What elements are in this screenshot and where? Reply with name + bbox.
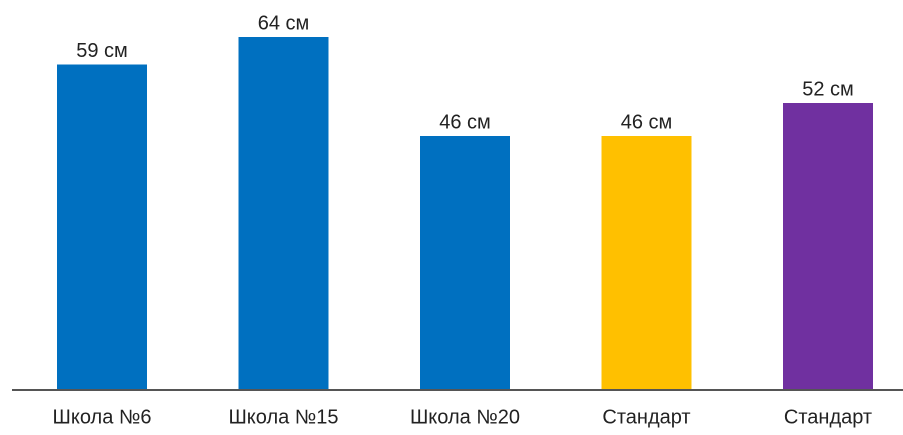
value-label: 64 см	[258, 12, 310, 34]
value-label: 52 см	[802, 78, 854, 100]
value-label: 46 см	[621, 111, 673, 133]
x-tick-label: Школа №15	[228, 406, 338, 428]
bar	[783, 103, 873, 389]
bar	[238, 37, 329, 389]
bar	[420, 136, 510, 389]
bar	[601, 136, 692, 389]
x-tick-label: Школа №6	[53, 406, 152, 428]
value-label: 46 см	[439, 111, 491, 133]
bar	[57, 64, 147, 389]
x-tick-label: Стандарт	[784, 406, 872, 428]
x-tick-label: Школа №20	[410, 406, 520, 428]
value-label: 59 см	[76, 40, 128, 62]
x-tick-label: Стандарт	[602, 406, 690, 428]
